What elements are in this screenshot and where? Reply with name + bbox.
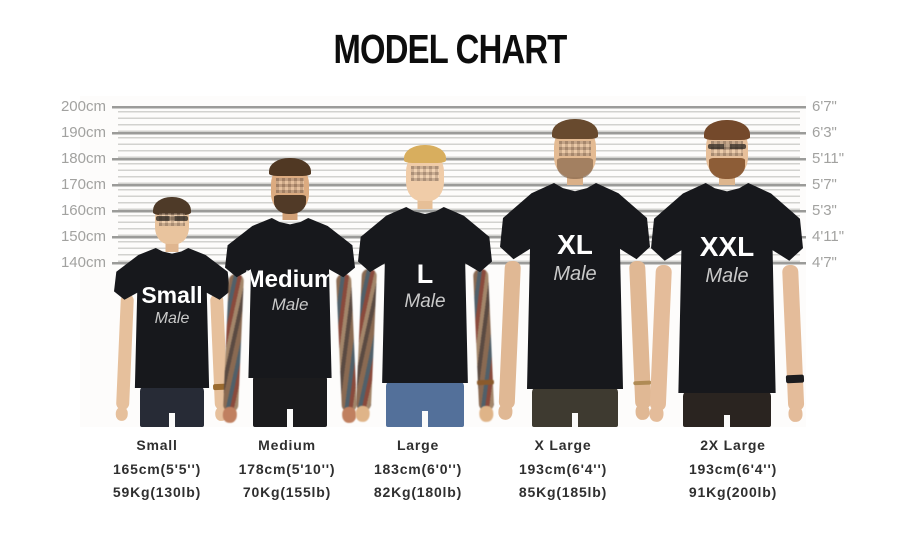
hand: [635, 403, 650, 421]
spec-weight-value: 91Kg(200lb): [688, 484, 778, 500]
tattooed-arm: [355, 268, 377, 423]
glasses-icon: [707, 143, 747, 149]
hand: [478, 405, 494, 423]
hair: [404, 145, 446, 163]
model-head: [153, 197, 191, 244]
spec-weight-value: 82Kg(180lb): [373, 484, 463, 500]
axis-label-ft-6-7: 6'7": [812, 98, 837, 115]
tshirt-xl: XL Male: [500, 183, 650, 389]
pants: [683, 391, 771, 427]
model-figure-xlarge: XL Male: [498, 119, 652, 427]
spec-size-label: X Large: [534, 437, 592, 453]
pixelated-face: [410, 166, 440, 181]
spec-weight-value: 59Kg(130lb): [112, 484, 202, 500]
pixelated-face: [275, 178, 305, 193]
axis-label-ft-4-11: 4'11": [812, 228, 845, 245]
model-head: [404, 145, 446, 201]
spec-size-label: Large: [396, 437, 440, 453]
tshirt-xxl: XXL Male: [651, 183, 803, 393]
axis-label-cm-150: 150cm: [60, 228, 106, 245]
hand: [788, 405, 803, 423]
spec-height-value: 178cm(5'10''): [238, 460, 336, 477]
tshirt-size-print: XXL: [699, 231, 755, 262]
spec-weight-value: 85Kg(185lb): [518, 484, 608, 500]
spec-height-value: 193cm(6'4''): [688, 460, 778, 477]
axis-label-cm-160: 160cm: [60, 202, 106, 219]
glasses-icon: [156, 215, 188, 221]
tshirt-size-print: Medium: [244, 266, 336, 293]
spec-column-2xlarge: 2X Large 193cm(6'4'') 91Kg(200lb): [643, 434, 823, 505]
tattooed-arm: [222, 273, 244, 424]
spec-height-value: 165cm(5'5''): [112, 460, 202, 477]
pixelated-face: [559, 140, 591, 157]
spec-weight-value: 70Kg(155lb): [242, 484, 332, 500]
hand: [355, 405, 371, 423]
hand: [649, 405, 664, 423]
axis-label-cm-180: 180cm: [60, 150, 106, 167]
hand: [498, 403, 513, 421]
spec-column-large: Large 183cm(6'0'') 82Kg(180lb): [328, 434, 508, 505]
arm: [649, 264, 672, 423]
arm: [498, 260, 521, 421]
spec-size-label: Small: [136, 437, 178, 453]
hair: [153, 197, 191, 216]
axis-label-ft-4-7: 4'7": [812, 254, 837, 271]
tshirt-male-print: Male: [271, 295, 309, 314]
hand: [222, 406, 238, 424]
tshirt-size-print: L: [416, 259, 434, 289]
hair: [269, 158, 311, 177]
pants: [532, 387, 618, 427]
spec-height-value: 193cm(6'4''): [518, 460, 608, 477]
axis-label-ft-5-11: 5'11": [812, 150, 845, 167]
spec-size-label: Medium: [258, 437, 316, 453]
tattooed-arm: [473, 268, 495, 423]
tshirt-male-print: Male: [154, 310, 190, 327]
model-figure-large: L Male: [355, 145, 495, 427]
tshirt-size-print: XL: [557, 229, 593, 260]
beard: [557, 158, 593, 179]
axis-label-cm-190: 190cm: [60, 124, 106, 141]
axis-label-cm-200: 200cm: [60, 98, 106, 115]
arm: [782, 264, 805, 423]
model-head: [552, 119, 598, 179]
beard: [274, 194, 306, 214]
bracelet-icon: [476, 379, 495, 386]
beard: [709, 158, 745, 179]
hair: [552, 119, 598, 139]
axis-label-cm-170: 170cm: [60, 176, 106, 193]
model-head: [269, 158, 311, 214]
pants: [253, 374, 327, 427]
model-head: [704, 120, 750, 179]
spec-size-label: 2X Large: [700, 437, 766, 453]
arm: [629, 260, 652, 421]
tattooed-arm: [336, 273, 358, 424]
tshirt-size-print: Small: [141, 282, 203, 308]
pants: [140, 386, 204, 427]
spec-column-xlarge: X Large 193cm(6'4'') 85Kg(185lb): [473, 434, 653, 505]
jeans: [386, 381, 464, 427]
arm: [115, 293, 134, 422]
watch-icon: [785, 374, 805, 384]
page-title: MODEL CHART: [333, 26, 568, 72]
spec-height-value: 183cm(6'0''): [373, 460, 463, 477]
axis-label-ft-5-3: 5'3": [812, 202, 837, 219]
hair: [704, 120, 750, 140]
spec-column-small: Small 165cm(5'5'') 59Kg(130lb): [67, 434, 247, 505]
tshirt-male-print: Male: [404, 291, 446, 312]
hand: [115, 406, 129, 422]
axis-label-ft-6-3: 6'3": [812, 124, 837, 141]
axis-label-cm-140: 140cm: [60, 254, 106, 271]
spec-column-medium: Medium 178cm(5'10'') 70Kg(155lb): [197, 434, 377, 505]
tshirt-male-print: Male: [553, 263, 597, 285]
model-figure-medium: Medium Male: [222, 158, 358, 427]
tshirt-medium: Medium Male: [225, 218, 355, 378]
tshirt-male-print: Male: [705, 265, 749, 287]
axis-label-ft-5-7: 5'7": [812, 176, 837, 193]
hand: [341, 406, 357, 424]
model-figure-xxlarge: XXL Male: [649, 120, 805, 427]
bracelet-icon: [633, 380, 652, 386]
model-figure-small: Small Male: [114, 197, 230, 427]
tshirt-l: L Male: [358, 207, 492, 383]
